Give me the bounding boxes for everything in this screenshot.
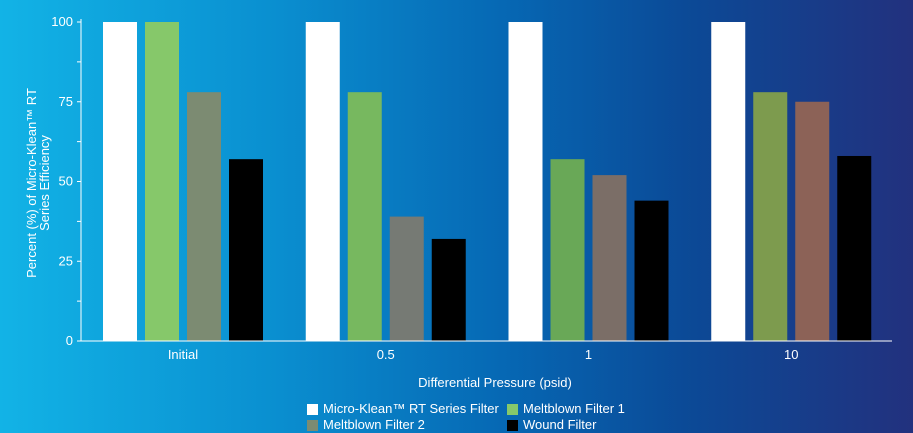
bar-2-2 (592, 175, 627, 341)
bar-3-0 (711, 22, 746, 341)
legend-label-wound: Wound Filter (523, 417, 597, 432)
bar-chart: Percent (%) of Micro-Klean™ RT Series Ef… (24, 14, 872, 390)
legend-label-meltblown-1: Meltblown Filter 1 (523, 401, 625, 416)
legend-item-wound: Wound Filter (507, 417, 707, 433)
y-axis-title-line1: Percent (%) of Micro-Klean™ RT (24, 88, 39, 278)
x-tick-label: 10 (784, 347, 798, 362)
y-tick-label: 100 (51, 14, 73, 29)
bar-1-3 (431, 238, 466, 341)
bar-1-0 (305, 22, 340, 341)
bar-0-3 (229, 159, 263, 341)
bar-0-0 (103, 22, 137, 341)
x-axis-title: Differential Pressure (psid) (418, 375, 572, 390)
legend-label-micro-klean: Micro-Klean™ RT Series Filter (323, 401, 499, 416)
y-tick-label: 0 (66, 333, 73, 348)
legend-swatch-meltblown-1 (507, 403, 518, 415)
legend-label-meltblown-2: Meltblown Filter 2 (323, 417, 425, 432)
bar-2-3 (634, 200, 669, 341)
legend-swatch-meltblown-2 (307, 419, 318, 431)
x-tick-label: 1 (585, 347, 592, 362)
bar-3-1 (753, 92, 788, 342)
legend-item-meltblown-2: Meltblown Filter 2 (307, 417, 507, 433)
legend-swatch-micro-klean (307, 403, 318, 415)
bar-2-0 (508, 22, 543, 341)
x-tick-label: 0.5 (377, 347, 395, 362)
bar-2-1 (550, 159, 585, 341)
bar-1-1 (347, 92, 382, 342)
legend-item-micro-klean: Micro-Klean™ RT Series Filter (307, 401, 507, 417)
legend-swatch-wound (507, 419, 518, 431)
legend: Micro-Klean™ RT Series Filter Meltblown … (307, 401, 707, 433)
x-tick-label: Initial (168, 347, 198, 362)
y-axis-title-line2: Series Efficiency (37, 135, 52, 231)
legend-item-meltblown-1: Meltblown Filter 1 (507, 401, 707, 417)
bar-0-1 (145, 22, 179, 341)
y-tick-label: 25 (59, 253, 73, 268)
bar-0-2 (187, 92, 221, 342)
bar-3-2 (795, 101, 830, 341)
bar-3-3 (837, 155, 872, 341)
bar-1-2 (389, 216, 424, 341)
y-tick-label: 50 (59, 174, 73, 189)
y-tick-label: 75 (59, 94, 73, 109)
